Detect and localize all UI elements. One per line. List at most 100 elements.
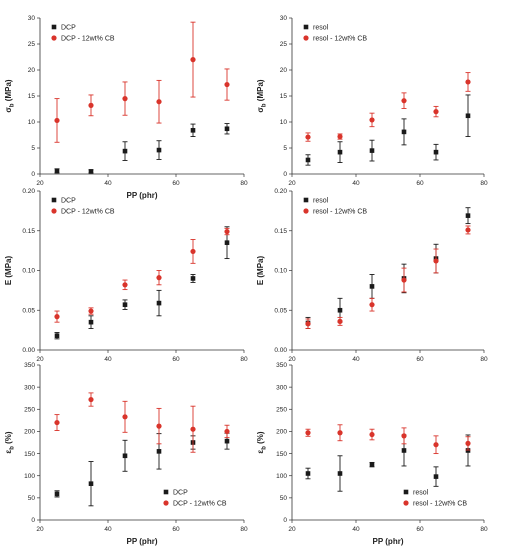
y-tick-label: 100	[276, 473, 287, 480]
data-point-circle	[305, 430, 311, 436]
data-point-square	[122, 453, 128, 459]
data-point-circle	[122, 414, 128, 420]
data-point-square	[122, 302, 128, 307]
data-point-square	[190, 128, 196, 133]
data-point-square	[54, 333, 60, 338]
y-axis-label: E (MPa)	[4, 256, 13, 286]
y-tick-label: 0.10	[22, 268, 35, 275]
series-2	[54, 392, 230, 453]
y-tick-label: 0.05	[22, 307, 35, 314]
y-tick-label: 30	[28, 15, 36, 22]
data-point-square	[337, 307, 343, 313]
data-point-square	[305, 471, 311, 476]
y-axis-label-unit: (MPa)	[4, 79, 13, 103]
data-point-circle	[190, 57, 196, 63]
data-point-circle	[337, 430, 343, 436]
x-axis-label: PP (phr)	[373, 537, 404, 546]
series-1	[54, 123, 230, 174]
data-point-square	[433, 149, 439, 155]
data-point-square	[224, 126, 230, 132]
chart-panel-4: 20 40 60 80 0.00 0.05 0.10 0.15 0.20 E (MPa) resol…	[256, 188, 488, 363]
y-axis-label: σb (MPa)	[256, 79, 268, 112]
legend-label: resol	[313, 25, 329, 32]
data-point-square	[54, 168, 60, 174]
x-axis-label: PP (phr)	[127, 191, 158, 200]
y-tick-label: 50	[28, 495, 36, 502]
data-point-circle	[224, 228, 230, 235]
y-tick-label: 20	[28, 67, 36, 74]
data-point-circle	[122, 282, 128, 288]
data-point-square	[337, 471, 343, 476]
y-tick-label: 20	[280, 67, 288, 74]
x-tick-label: 60	[172, 526, 180, 533]
y-tick-label: 250	[24, 406, 35, 413]
data-point-square	[224, 438, 230, 444]
x-tick-label: 20	[288, 526, 296, 533]
y-axis-label-sub: b	[262, 446, 268, 450]
y-tick-label: 0	[283, 517, 287, 524]
data-point-circle	[337, 133, 343, 140]
y-tick-label: 200	[24, 429, 35, 436]
series-2	[54, 21, 230, 143]
data-point-circle	[54, 314, 60, 320]
x-tick-label: 40	[104, 180, 112, 187]
legend: resol resol - 12wt% CB	[303, 198, 367, 216]
x-tick-label: 60	[172, 356, 180, 363]
y-tick-label: 300	[276, 384, 287, 391]
x-tick-label: 80	[240, 526, 248, 533]
y-tick-label: 0.00	[274, 347, 287, 354]
y-axis-label-sub: b	[10, 446, 16, 450]
legend-label: DCP - 12wt% CB	[61, 36, 115, 43]
y-axis-label: σb (MPa)	[4, 79, 16, 112]
legend-marker-circle	[303, 35, 309, 41]
y-tick-label: 350	[24, 362, 35, 369]
data-point-circle	[433, 258, 439, 264]
y-tick-label: 150	[276, 451, 287, 458]
x-tick-label: 80	[240, 180, 248, 187]
data-point-square	[305, 157, 311, 163]
y-tick-label: 0	[283, 171, 287, 178]
series-2	[305, 72, 471, 142]
data-point-circle	[465, 79, 471, 85]
data-point-circle	[190, 248, 196, 255]
data-point-circle	[433, 109, 439, 115]
y-tick-label: 250	[276, 406, 287, 413]
data-point-square	[401, 448, 407, 453]
y-tick-label: 0.05	[274, 307, 287, 314]
data-point-circle	[401, 277, 407, 283]
data-point-circle	[305, 321, 311, 327]
data-point-square	[433, 474, 439, 479]
series-2	[54, 227, 230, 323]
legend-marker-circle	[403, 500, 409, 506]
y-tick-label: 0.00	[22, 347, 35, 354]
y-axis-label-sub: b	[262, 103, 268, 107]
y-axis-label: εb (%)	[4, 431, 16, 453]
x-tick-label: 80	[240, 356, 248, 363]
data-point-circle	[369, 302, 375, 308]
y-axis-label-sub: b	[10, 103, 16, 107]
legend-marker-circle	[51, 208, 57, 214]
y-tick-label: 5	[283, 145, 287, 152]
legend-label: resol	[413, 490, 429, 497]
legend-label: resol	[313, 198, 329, 205]
y-tick-label: 5	[31, 145, 35, 152]
data-point-square	[156, 449, 162, 454]
x-tick-label: 60	[416, 526, 424, 533]
data-point-square	[122, 148, 128, 154]
y-tick-label: 10	[28, 119, 36, 126]
data-point-circle	[369, 431, 375, 438]
data-point-circle	[337, 318, 343, 324]
x-tick-label: 20	[36, 180, 44, 187]
data-point-square	[156, 300, 162, 306]
data-point-square	[465, 213, 471, 218]
chart-panel-3: 20 40 60 800.000.050.100.150.20E (MPa)DCPDC…	[4, 188, 248, 363]
legend-marker-square	[303, 24, 309, 30]
data-point-circle	[156, 99, 162, 105]
legend-marker-square	[303, 197, 309, 203]
y-tick-label: 0.10	[274, 268, 287, 275]
data-point-circle	[401, 433, 407, 439]
y-tick-label: 50	[280, 495, 288, 502]
y-tick-label: 15	[280, 93, 288, 100]
chart-panel-2: 20 40 60 80 0 5 10 15 20 25 30 σb (MPa) resol resol -…	[256, 15, 488, 187]
